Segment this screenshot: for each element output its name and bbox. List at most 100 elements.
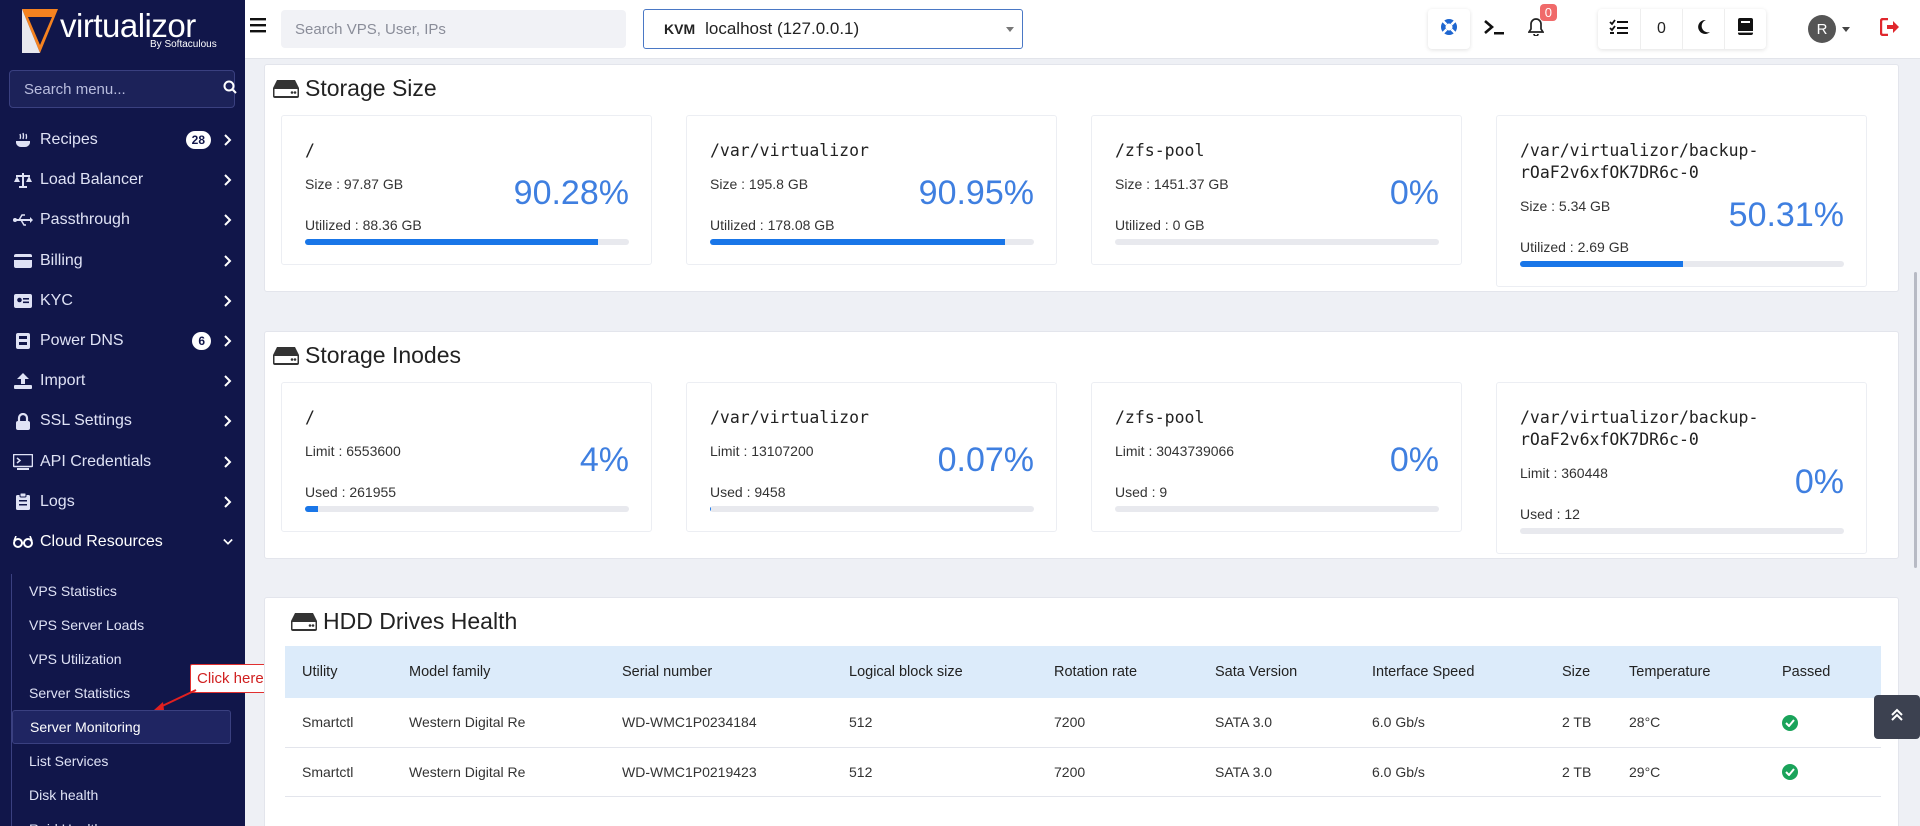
toolbar-group-terminal: 0 — [1473, 4, 1557, 49]
storage-inodes-cards: / Limit : 6553600 4% Used : 261955 /var/… — [281, 382, 1882, 554]
storage-inodes-panel: Storage Inodes / Limit : 6553600 4% Used… — [264, 331, 1899, 559]
sidebar-item-recipes[interactable]: Recipes 28 — [0, 120, 245, 160]
credit-card-icon — [12, 253, 34, 268]
table-cell: SATA 3.0 — [1198, 747, 1355, 797]
sidebar-item-kyc[interactable]: KYC — [0, 281, 245, 321]
notification-count-badge: 0 — [1539, 4, 1557, 21]
hamburger-menu-icon[interactable] — [250, 17, 266, 38]
sidebar-item-billing[interactable]: Billing — [0, 241, 245, 281]
id-card-icon — [12, 293, 34, 308]
column-header: Utility — [285, 646, 392, 698]
server-name: localhost (127.0.0.1) — [705, 19, 860, 38]
table-cell: 6.0 Gb/s — [1355, 747, 1545, 797]
brand-logo[interactable]: virtualizor By Softaculous — [0, 0, 245, 60]
table-cell: SATA 3.0 — [1198, 698, 1355, 748]
used-value: Used : 12 — [1520, 506, 1580, 522]
server-select[interactable]: KVM localhost (127.0.0.1) — [643, 9, 1023, 49]
scroll-to-top-button[interactable] — [1874, 695, 1920, 739]
column-header: Logical block size — [832, 646, 1037, 698]
table-cell: 2 TB — [1545, 698, 1612, 748]
usb-icon — [12, 213, 34, 227]
usage-percent: 50.31% — [1728, 196, 1844, 234]
sidebar-item-import[interactable]: Import — [0, 361, 245, 401]
caret-down-icon[interactable] — [1842, 27, 1850, 32]
table-cell: 28°C — [1612, 698, 1765, 748]
panel-title: HDD Drives Health — [291, 608, 517, 635]
sidebar-sub-server-monitoring[interactable]: Server Monitoring — [12, 710, 231, 745]
inode-card: /var/virtualizor/backup-rOaF2v6xfOK7DR6c… — [1496, 382, 1867, 554]
table-cell — [1765, 698, 1881, 748]
usage-percent: 0.07% — [937, 441, 1034, 479]
chevron-right-icon — [223, 174, 233, 186]
table-cell: 6.0 Gb/s — [1355, 698, 1545, 748]
usage-progress-bar — [1115, 239, 1439, 245]
sidebar: virtualizor By Softaculous Recipes 28 Lo… — [0, 0, 245, 826]
storage-card: /var/virtualizor Size : 195.8 GB 90.95% … — [686, 115, 1057, 265]
page-scrollbar[interactable] — [1914, 272, 1917, 568]
sidebar-item-label: Cloud Resources — [40, 532, 163, 550]
hdd-icon — [273, 79, 299, 98]
table-row: Smartctl Western Digital Re WD-WMC1P0219… — [285, 747, 1881, 797]
cloud-resources-submenu: VPS Statistics VPS Server Loads VPS Util… — [11, 574, 245, 826]
mount-path: /var/virtualizor/backup-rOaF2v6xfOK7DR6c… — [1520, 408, 1759, 449]
sidebar-sub-disk-health[interactable]: Disk health — [29, 787, 99, 804]
callout-arrow-icon — [154, 689, 197, 710]
storage-size-panel: Storage Size / Size : 97.87 GB 90.28% Ut… — [264, 64, 1899, 292]
documentation-button[interactable] — [1724, 9, 1766, 49]
limit-value: Limit : 3043739066 — [1115, 443, 1235, 459]
sidebar-item-ssl-settings[interactable]: SSL Settings — [0, 401, 245, 441]
tasks-button[interactable] — [1598, 9, 1640, 49]
book-icon — [1738, 18, 1753, 40]
dark-mode-toggle[interactable] — [1682, 9, 1724, 49]
sidebar-sub-vps-utilization[interactable]: VPS Utilization — [29, 651, 122, 668]
life-ring-icon — [1440, 18, 1458, 41]
table-cell: 7200 — [1037, 698, 1198, 748]
terminal-icon — [12, 453, 34, 470]
usage-progress-bar — [710, 239, 1034, 245]
sidebar-item-passthrough[interactable]: Passthrough — [0, 200, 245, 240]
sidebar-item-power-dns[interactable]: Power DNS 6 — [0, 321, 245, 361]
sidebar-sub-raid-health[interactable]: Raid Health — [12, 812, 245, 826]
storage-card: /var/virtualizor/backup-rOaF2v6xfOK7DR6c… — [1496, 115, 1867, 287]
usage-progress-bar — [1115, 506, 1439, 512]
sidebar-item-load-balancer[interactable]: Load Balancer — [0, 160, 245, 200]
size-value: Size : 195.8 GB — [710, 176, 809, 192]
panel-title: Storage Inodes — [273, 342, 461, 369]
sidebar-item-logs[interactable]: Logs — [0, 482, 245, 522]
usage-percent: 90.28% — [513, 174, 629, 212]
sidebar-item-label: Power DNS — [40, 332, 124, 350]
chevron-down-icon — [223, 537, 233, 547]
usage-progress-bar — [1520, 261, 1844, 267]
sidebar-sub-list-services[interactable]: List Services — [29, 753, 109, 770]
notifications-button[interactable]: 0 — [1515, 4, 1557, 49]
chevron-right-icon — [223, 214, 233, 227]
hdd-icon — [291, 612, 317, 631]
support-button[interactable] — [1428, 9, 1470, 49]
sidebar-sub-server-statistics[interactable]: Server Statistics — [29, 685, 131, 702]
double-chevron-up-icon — [1891, 708, 1903, 727]
user-avatar[interactable]: R — [1808, 15, 1836, 43]
sidebar-item-cloud-resources[interactable]: Cloud Resources — [0, 522, 245, 562]
inode-card: /var/virtualizor Limit : 13107200 0.07% … — [686, 382, 1057, 532]
main-content: Storage Size / Size : 97.87 GB 90.28% Ut… — [245, 60, 1920, 826]
search-icon[interactable] — [223, 80, 237, 99]
logout-button[interactable] — [1869, 9, 1911, 49]
recipes-icon — [12, 132, 34, 148]
count-badge: 28 — [185, 131, 211, 150]
inode-card: /zfs-pool Limit : 3043739066 0% Used : 9 — [1091, 382, 1462, 532]
sidebar-sub-vps-server-loads[interactable]: VPS Server Loads — [29, 617, 145, 634]
sidebar-item-label: Billing — [40, 251, 83, 269]
global-search-input[interactable] — [281, 10, 626, 48]
table-cell: Western Digital Re — [392, 698, 605, 748]
terminal-button[interactable] — [1473, 9, 1515, 49]
tasks-count[interactable]: 0 — [1640, 9, 1682, 49]
sidebar-item-api-credentials[interactable]: API Credentials — [0, 442, 245, 482]
size-value: Size : 97.87 GB — [305, 176, 404, 192]
sidebar-sub-vps-statistics[interactable]: VPS Statistics — [29, 583, 117, 600]
usage-percent: 4% — [579, 441, 629, 479]
menu-search-input[interactable] — [24, 80, 223, 98]
chevron-right-icon — [223, 335, 233, 347]
sidebar-item-label: API Credentials — [40, 452, 152, 470]
mount-path: /zfs-pool — [1115, 141, 1205, 160]
sidebar-item-label: KYC — [40, 291, 73, 309]
